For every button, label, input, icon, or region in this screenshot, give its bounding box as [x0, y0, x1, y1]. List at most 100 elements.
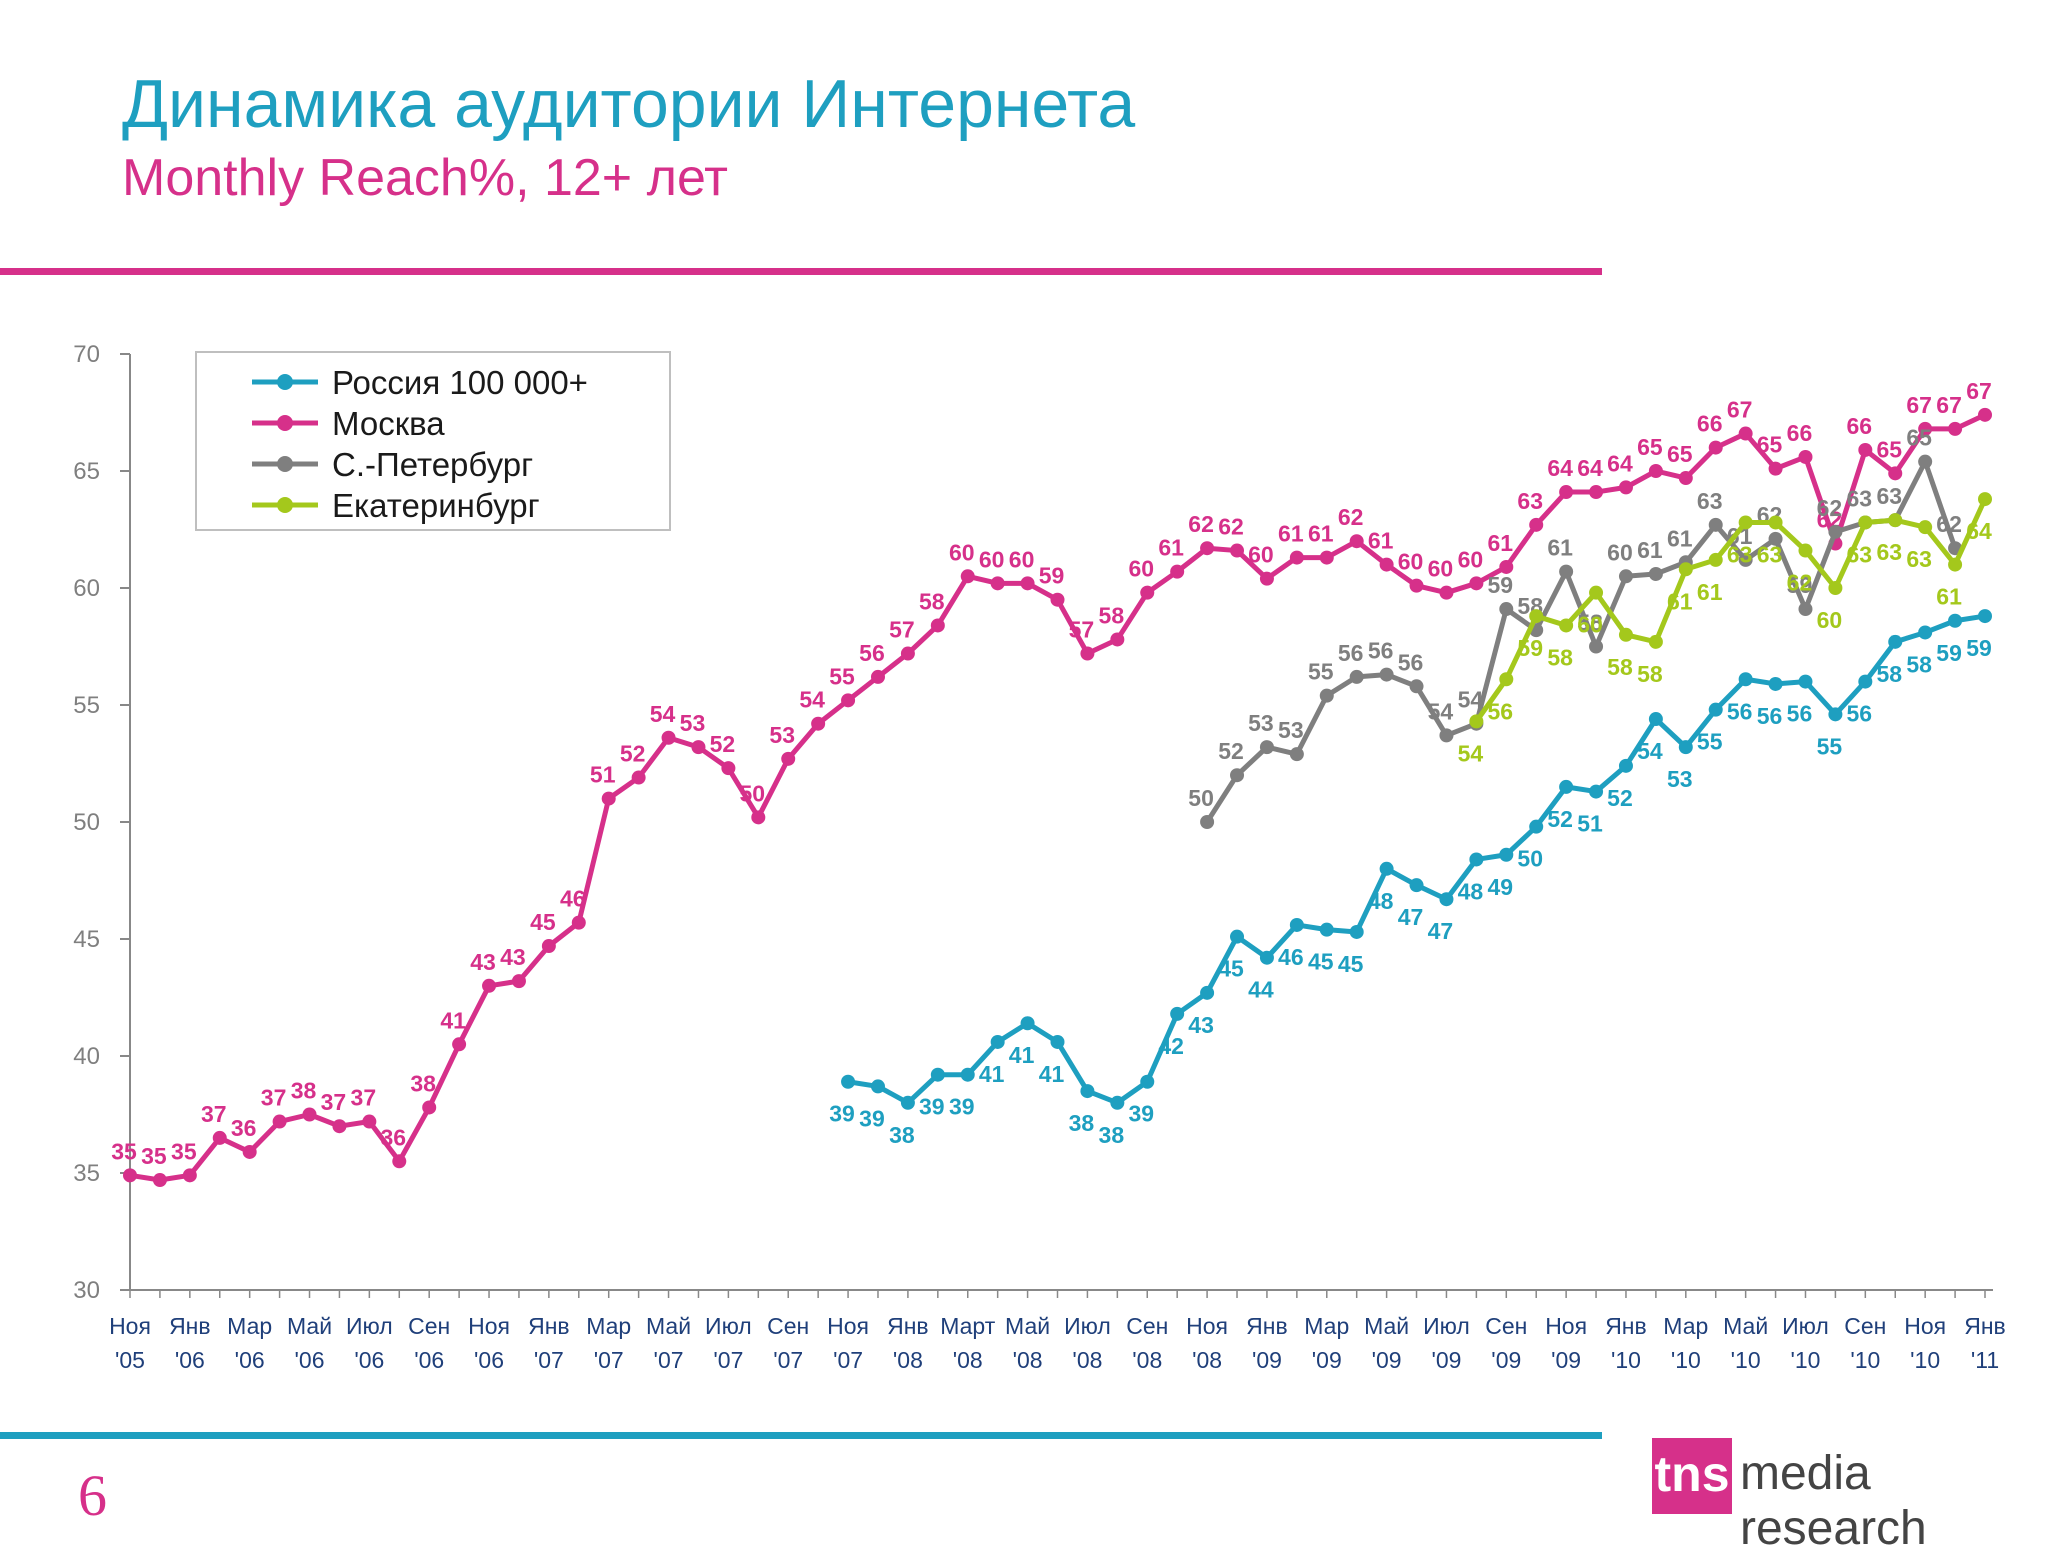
data-point: [212, 1130, 227, 1145]
data-point: [1948, 421, 1963, 436]
data-point: [362, 1114, 377, 1129]
data-point: [721, 761, 736, 776]
data-point: [1708, 702, 1723, 717]
data-label: 56: [1787, 701, 1813, 727]
data-label: 38: [410, 1070, 436, 1096]
data-point: [1589, 485, 1604, 500]
data-label: 38: [889, 1122, 915, 1148]
data-label: 37: [351, 1085, 377, 1111]
y-tick-label: 40: [73, 1043, 100, 1070]
data-point: [1918, 520, 1933, 535]
x-tick-label-year: '06: [295, 1347, 325, 1373]
y-tick-label: 45: [73, 926, 100, 953]
x-tick-label-month: Ноя: [827, 1313, 869, 1339]
x-tick-label-month: Янв: [169, 1313, 211, 1339]
data-label: 37: [321, 1089, 347, 1115]
data-label: 63: [1517, 488, 1543, 514]
data-label: 53: [1248, 710, 1274, 736]
data-point: [1200, 815, 1215, 829]
data-point: [1648, 566, 1663, 581]
data-label: 36: [380, 1124, 406, 1150]
legend-swatch-marker: [277, 415, 293, 431]
data-point: [1858, 515, 1873, 530]
data-label: 44: [1248, 977, 1274, 1003]
x-tick-label-month: Мар: [586, 1313, 631, 1339]
data-point: [1499, 847, 1514, 862]
data-label: 58: [1577, 610, 1603, 636]
data-point: [960, 569, 975, 584]
data-label: 52: [620, 741, 646, 767]
data-label: 56: [1487, 698, 1513, 724]
data-point: [1559, 564, 1574, 579]
data-label: 47: [1428, 918, 1454, 944]
data-point: [1828, 581, 1843, 595]
x-tick-label-month: Ноя: [109, 1313, 151, 1339]
data-label: 61: [1487, 530, 1513, 556]
data-point: [1140, 1074, 1155, 1089]
data-point: [1648, 634, 1663, 649]
data-label: 50: [740, 780, 766, 806]
data-label: 52: [710, 731, 736, 757]
data-label: 56: [1727, 698, 1753, 724]
data-point: [1349, 924, 1364, 939]
data-label: 56: [1398, 649, 1424, 675]
x-tick-label-month: Янв: [1605, 1313, 1647, 1339]
top-divider: [0, 268, 1602, 275]
data-label: 58: [1547, 644, 1573, 670]
data-label: 60: [1607, 539, 1633, 565]
data-point: [781, 751, 796, 766]
data-point: [1379, 557, 1394, 572]
x-tick-label-month: Сен: [1485, 1313, 1527, 1339]
data-point: [1648, 464, 1663, 478]
x-tick-label-month: Янв: [1964, 1313, 2006, 1339]
data-point: [1349, 534, 1364, 549]
data-label: 65: [1906, 425, 1932, 451]
data-label: 46: [1278, 944, 1304, 970]
x-tick-label-year: '08: [1132, 1347, 1162, 1373]
data-label: 58: [1607, 654, 1633, 680]
data-label: 43: [1188, 1012, 1214, 1038]
data-point: [452, 1037, 467, 1052]
x-tick-label-month: Ноя: [468, 1313, 510, 1339]
data-point: [1798, 449, 1813, 464]
data-point: [1798, 674, 1813, 689]
data-label: 66: [1787, 420, 1813, 446]
data-label: 63: [1847, 541, 1873, 567]
data-point: [1349, 669, 1364, 684]
data-label: 54: [1458, 740, 1484, 766]
data-point: [1050, 592, 1065, 607]
y-tick-label: 60: [73, 575, 100, 602]
data-label: 42: [1158, 1033, 1184, 1059]
data-label: 66: [1847, 413, 1873, 439]
data-point: [1738, 672, 1753, 687]
data-label: 45: [1308, 949, 1334, 975]
data-label: 67: [1936, 392, 1962, 418]
x-tick-label-month: Май: [1364, 1313, 1409, 1339]
data-label: 45: [530, 909, 556, 935]
data-label: 61: [1278, 521, 1304, 547]
x-tick-label-month: Сен: [767, 1313, 809, 1339]
data-point: [1648, 712, 1663, 727]
data-label: 36: [231, 1115, 257, 1141]
y-tick-label: 50: [73, 809, 100, 836]
data-point: [1738, 552, 1753, 567]
legend-swatch-marker: [277, 497, 293, 513]
data-label: 62: [1817, 495, 1843, 521]
data-label: 37: [201, 1101, 227, 1127]
data-label: 53: [769, 722, 795, 748]
data-label: 54: [799, 687, 825, 713]
data-label: 66: [1697, 411, 1723, 437]
data-label: 39: [949, 1094, 975, 1120]
data-label: 61: [1637, 537, 1663, 563]
data-label: 57: [889, 617, 915, 643]
x-tick-label-month: Май: [287, 1313, 332, 1339]
data-label: 41: [979, 1061, 1005, 1087]
x-tick-label-month: Май: [646, 1313, 691, 1339]
data-point: [1170, 1006, 1185, 1021]
data-point: [1259, 950, 1274, 965]
data-label: 38: [1069, 1110, 1095, 1136]
data-point: [811, 716, 826, 731]
x-tick-label-month: Янв: [1246, 1313, 1288, 1339]
data-point: [1439, 728, 1454, 743]
data-point: [930, 1067, 945, 1082]
